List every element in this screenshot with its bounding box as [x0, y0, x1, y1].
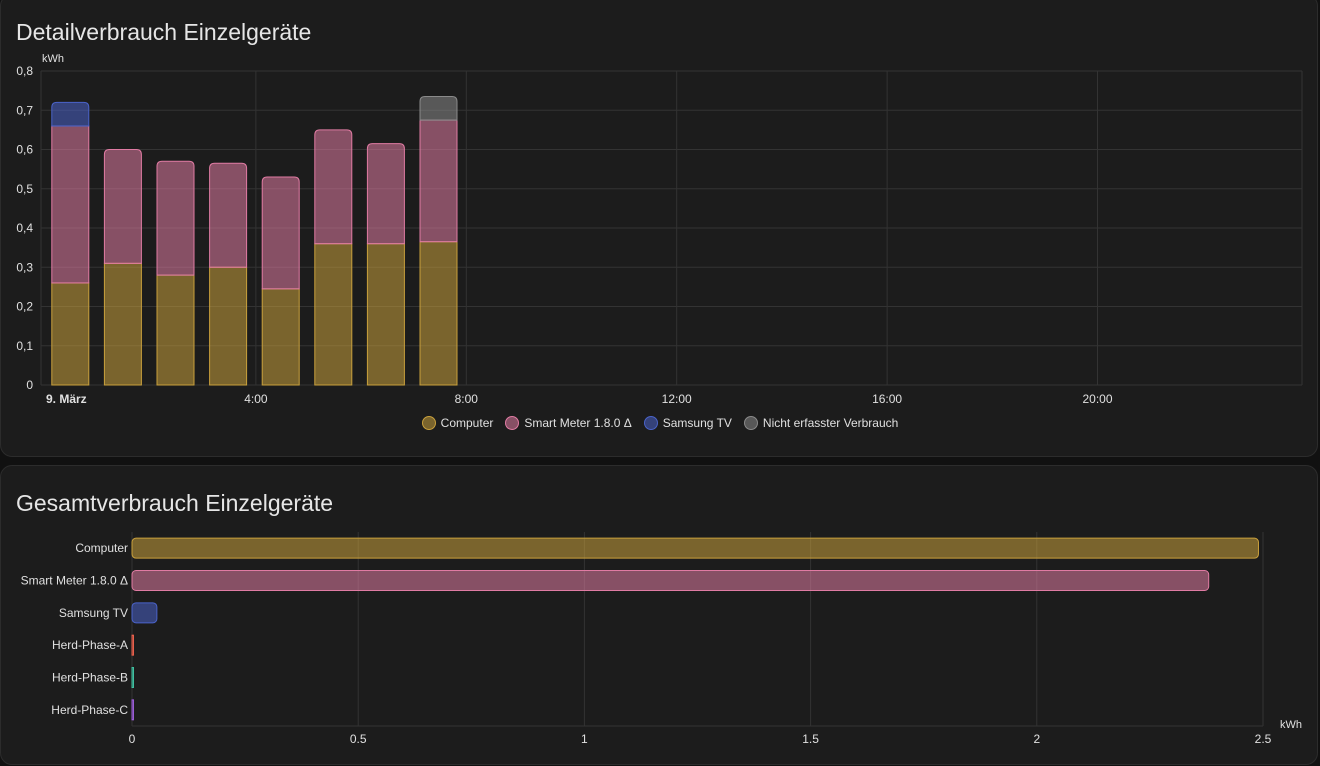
bar-segment[interactable] [156, 274, 195, 386]
bar-segment[interactable] [261, 176, 300, 290]
y-tick-label: 0,2 [16, 300, 33, 314]
detail-consumption-chart[interactable]: 0 0,1 0,2 0,3 0,4 0,5 0,6 0,7 0,8 kWh 9. März 4:00 8… [1, 0, 1319, 458]
legend-label: Nicht erfasster Verbrauch [762, 416, 899, 430]
bar-segment[interactable] [419, 96, 458, 121]
y-tick-label: 0,3 [16, 260, 33, 274]
category-label: Computer [75, 541, 128, 555]
x-tick-label: 1.5 [802, 732, 819, 746]
legend-swatch [505, 416, 520, 430]
category-label: Herd-Phase-A [52, 638, 128, 652]
bar-segment[interactable] [314, 129, 353, 245]
legend-item[interactable]: Computer [421, 416, 494, 430]
legend-swatch [421, 416, 436, 430]
bar[interactable] [131, 667, 134, 688]
bar-segment[interactable] [419, 241, 458, 386]
legend-item[interactable]: Smart Meter 1.8.0 Δ [505, 416, 632, 430]
total-chart-title: Gesamtverbrauch Einzelgeräte [16, 490, 334, 516]
y-tick-label: 0,1 [16, 339, 33, 353]
bar-segment[interactable] [51, 282, 90, 386]
x-tick-label: 9. März [46, 392, 87, 406]
total-consumption-card: Gesamtverbrauch Einzelgeräte 0 0.5 1 1.5 2 2.… [0, 465, 1318, 765]
category-label: Herd-Phase-C [51, 703, 128, 717]
bar[interactable] [131, 602, 158, 624]
legend-label: Smart Meter 1.8.0 Δ [524, 416, 632, 430]
x-tick-label: 16:00 [872, 392, 902, 406]
bar-segment[interactable] [156, 160, 195, 276]
bar-segment[interactable] [103, 262, 142, 386]
legend-label: Computer [440, 416, 494, 430]
category-label: Herd-Phase-B [52, 671, 128, 685]
bar-segment[interactable] [366, 243, 405, 386]
x-tick-label: 1 [581, 732, 588, 746]
bar-segment[interactable] [366, 143, 405, 245]
x-tick-label: 4:00 [244, 392, 268, 406]
bar-segment[interactable] [103, 149, 142, 264]
y-tick-label: 0,5 [16, 182, 33, 196]
bar-segment[interactable] [419, 119, 458, 243]
x-tick-label: 2.5 [1255, 732, 1272, 746]
x-tick-label: 8:00 [455, 392, 479, 406]
legend-swatch [643, 416, 658, 430]
bar-segment[interactable] [314, 243, 353, 386]
legend-swatch [743, 416, 758, 430]
bar[interactable] [131, 537, 1259, 559]
y-unit-label: kWh [42, 53, 64, 65]
detail-chart-legend: Computer Smart Meter 1.8.0 Δ Samsung TV Nic… [1, 416, 1319, 430]
y-tick-label: 0,6 [16, 143, 33, 157]
category-label: Smart Meter 1.8.0 Δ [21, 574, 128, 588]
bar[interactable] [131, 634, 134, 656]
y-tick-label: 0 [26, 378, 33, 392]
legend-label: Samsung TV [662, 416, 732, 430]
bar[interactable] [131, 570, 1210, 591]
category-label: Samsung TV [59, 606, 128, 620]
x-tick-label: 2 [1033, 732, 1040, 746]
bar[interactable] [131, 699, 134, 721]
detail-chart-title: Detailverbrauch Einzelgeräte [16, 19, 312, 45]
y-tick-label: 0,7 [16, 103, 33, 117]
bar-segment[interactable] [209, 266, 248, 386]
legend-item[interactable]: Samsung TV [643, 416, 732, 430]
bar-segment[interactable] [209, 162, 248, 268]
x-tick-label: 12:00 [662, 392, 692, 406]
y-tick-label: 0,4 [16, 221, 33, 235]
x-tick-label: 0 [129, 732, 136, 746]
x-tick-label: 0.5 [350, 732, 367, 746]
bar-segment[interactable] [51, 101, 90, 127]
detail-consumption-card: Detailverbrauch Einzelgeräte 0 0,1 0,2 0,3 0… [0, 0, 1318, 457]
total-consumption-chart[interactable]: 0 0.5 1 1.5 2 2.5 kWh Computer Smart Meter 1.8.0… [1, 466, 1319, 766]
x-tick-label: 20:00 [1082, 392, 1112, 406]
x-unit-label: kWh [1280, 719, 1302, 731]
y-tick-label: 0,8 [16, 64, 33, 78]
bar-segment[interactable] [51, 125, 90, 284]
legend-item[interactable]: Nicht erfasster Verbrauch [743, 416, 899, 430]
bar-segment[interactable] [261, 288, 300, 386]
